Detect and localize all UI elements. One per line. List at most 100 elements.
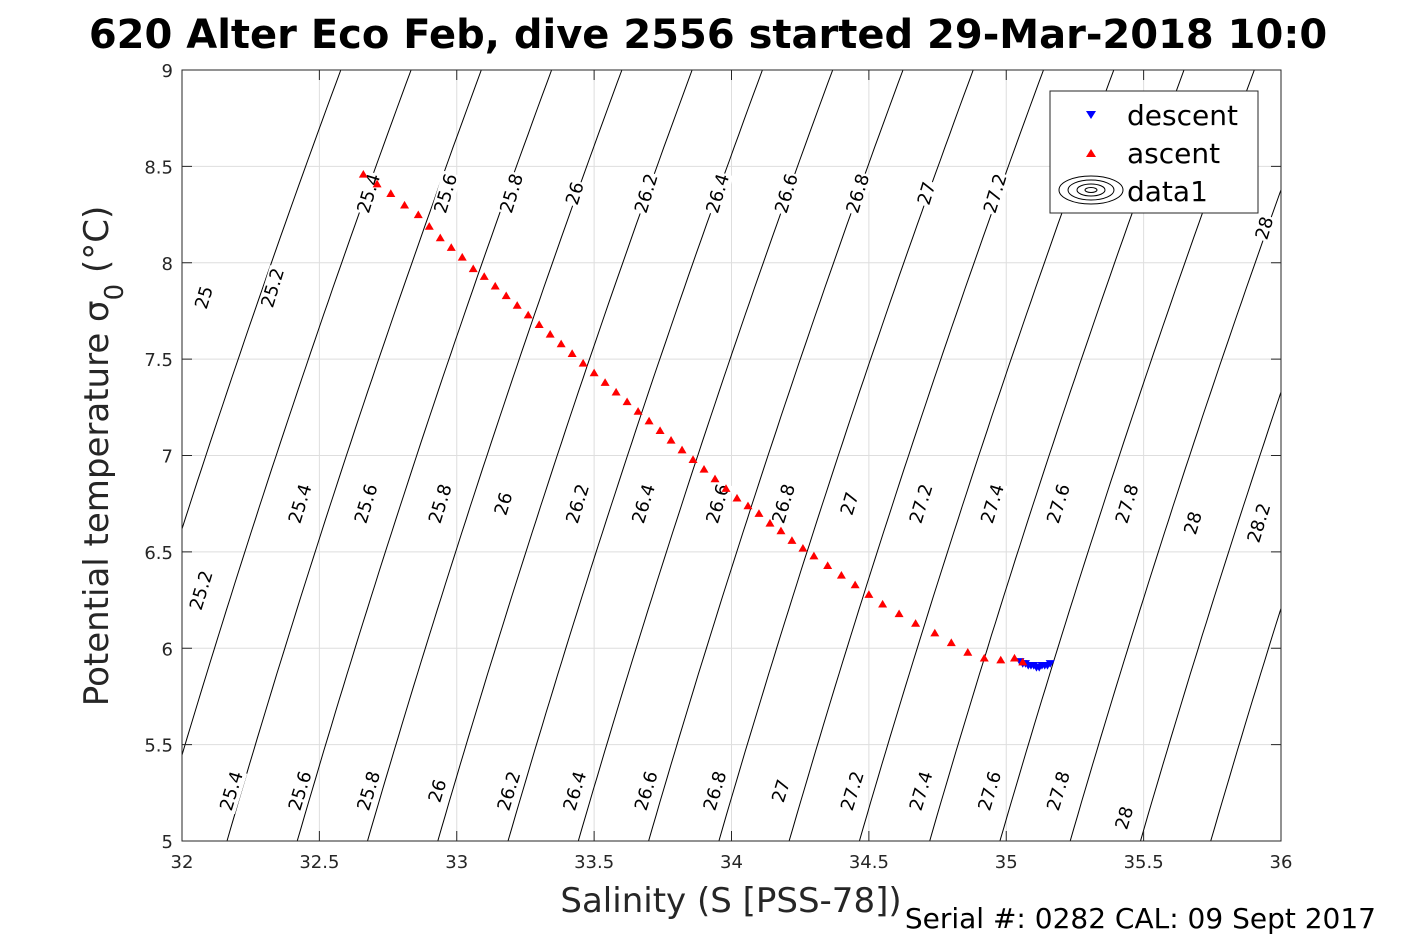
contour-label-background — [1112, 803, 1138, 833]
contour-label-background — [186, 567, 217, 614]
x-axis-label: Salinity (S [PSS-78]) — [560, 881, 901, 921]
contour-label-background — [700, 768, 731, 814]
ascent-point — [578, 358, 588, 367]
x-tick-label: 32.5 — [299, 852, 339, 873]
contour-label-background — [837, 768, 869, 814]
contour-label-background — [906, 480, 937, 527]
contour-label-background — [191, 282, 218, 313]
contour-label-background — [906, 768, 937, 814]
y-tick-label: 5 — [162, 832, 173, 853]
contour-label-background — [560, 768, 591, 814]
y-tick-label: 6.5 — [144, 543, 173, 564]
descent-point — [1045, 660, 1055, 668]
x-tick-label: 35 — [995, 852, 1018, 873]
contour-label-background — [257, 265, 289, 311]
y-tick-label: 9 — [162, 61, 173, 82]
ascent-point — [754, 509, 764, 517]
density-contour-line — [1069, 188, 1281, 841]
y-tick-label: 7 — [162, 447, 173, 468]
contour-label-background — [1043, 768, 1075, 814]
ascent-point — [372, 179, 382, 188]
ascent-point — [996, 655, 1006, 664]
legend-box — [1049, 90, 1259, 214]
contour-label-background — [914, 178, 940, 209]
contour-label-background — [430, 170, 462, 217]
contour-label-background — [1252, 213, 1278, 243]
ascent-point — [721, 484, 731, 492]
x-tick-label: 36 — [1270, 852, 1293, 873]
ascent-point — [787, 536, 797, 544]
ascent-point — [567, 349, 577, 357]
ascent-point — [798, 543, 808, 552]
x-tick-label: 34 — [720, 852, 743, 873]
ascent-point — [1009, 653, 1019, 662]
x-tick-label: 35.5 — [1124, 852, 1164, 873]
contour-label-background — [1244, 500, 1275, 547]
contour-label-background — [425, 776, 451, 806]
legend-ascent-marker — [1086, 149, 1096, 157]
legend-descent-label: descent — [1127, 99, 1238, 132]
ascent-point — [545, 330, 555, 338]
ascent-point — [622, 397, 632, 406]
contour-label-background — [1112, 480, 1143, 527]
ascent-point — [358, 170, 368, 178]
contour-label-background — [771, 170, 803, 217]
ascent-point — [386, 189, 396, 197]
ascent-point — [523, 310, 533, 319]
contour-label-background — [494, 768, 525, 814]
contour-label-background — [628, 480, 660, 527]
ascent-point — [413, 210, 423, 219]
ascent-point — [1018, 657, 1028, 666]
ascent-point — [633, 407, 643, 415]
contour-label-background — [703, 480, 734, 527]
ascent-point — [850, 580, 860, 589]
contour-label-background — [425, 480, 456, 527]
density-contour-line — [182, 70, 342, 531]
y-tick-label: 5.5 — [144, 736, 173, 757]
ascent-point — [836, 570, 846, 579]
ascent-point — [911, 619, 921, 627]
contour-label-background — [980, 170, 1011, 217]
x-tick-label: 33.5 — [574, 852, 614, 873]
y-axis-label-main: Potential temperature σ — [77, 300, 117, 706]
y-tick-label: 8 — [162, 254, 173, 275]
contour-label-background — [562, 178, 589, 209]
axis-ticks: 32 32.5 33 33.5 34 34.5 35 35.5 36 5 5.5 6 6.5 7 7.5 8 8… — [144, 61, 1292, 873]
ascent-point — [878, 599, 888, 608]
contour-label-background — [354, 768, 385, 814]
serial-cal-footer: Serial #: 0282 CAL: 09 Sept 2017 — [905, 902, 1376, 935]
ascent-series — [358, 170, 1028, 666]
contour-label-background — [216, 768, 248, 814]
contour-label-background — [1180, 508, 1207, 538]
contour-label-background — [496, 170, 528, 217]
legend-ascent-label: ascent — [1127, 137, 1220, 170]
contour-label-background — [975, 768, 1006, 814]
ascent-point — [400, 200, 410, 209]
ascent-point — [589, 368, 599, 377]
grid — [182, 70, 1281, 841]
ascent-point — [600, 378, 610, 386]
contour-label-background — [631, 170, 662, 217]
ascent-point — [677, 445, 687, 454]
x-tick-label: 33 — [445, 852, 468, 873]
ascent-point — [556, 339, 566, 348]
ascent-point — [765, 518, 775, 527]
contour-label-background — [977, 480, 1009, 527]
y-tick-label: 7.5 — [144, 350, 173, 371]
y-tick-label: 6 — [162, 639, 173, 660]
density-contour-line — [1210, 606, 1281, 841]
y-axis-label: Potential temperature σ0 (°C) — [77, 206, 130, 706]
ascent-point — [424, 222, 434, 230]
contour-label-background — [702, 170, 734, 217]
chart-title: 620 Alter Eco Feb, dive 2556 started 29-… — [89, 12, 1327, 58]
ascent-point — [864, 590, 874, 598]
ascent-point — [732, 493, 742, 502]
contour-label-background — [631, 768, 663, 814]
ascent-point — [688, 455, 698, 463]
ascent-point — [644, 416, 654, 425]
contour-label-background — [562, 480, 594, 527]
contour-label-background — [1043, 480, 1075, 527]
ascent-point — [894, 609, 904, 618]
ascent-point — [963, 648, 973, 656]
